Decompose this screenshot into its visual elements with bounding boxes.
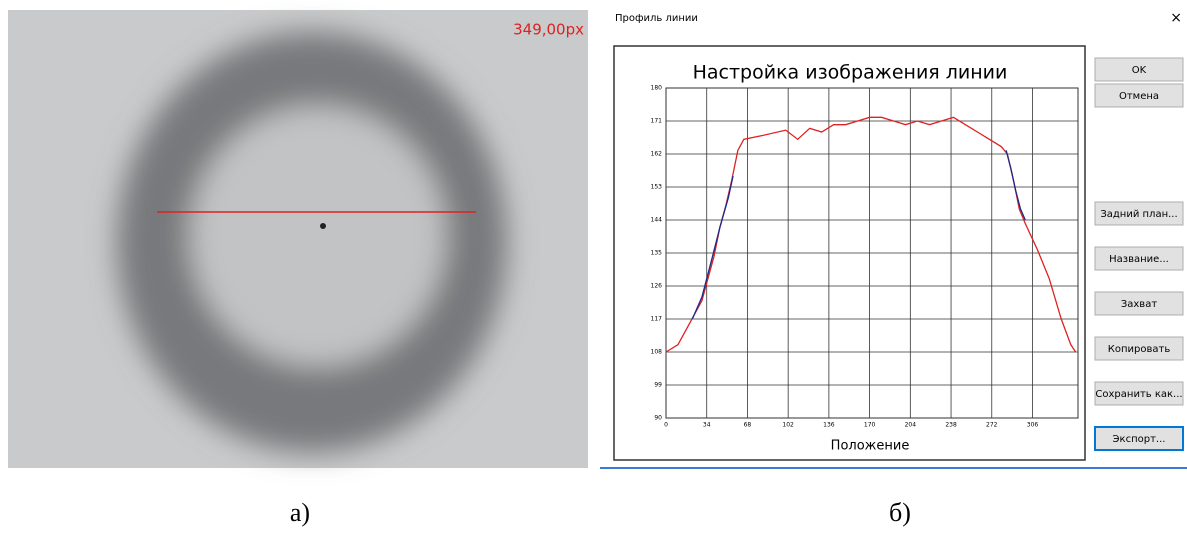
x-tick-label: 102 [782, 422, 794, 429]
button-label[interactable]: Отмена [1119, 91, 1159, 102]
button[interactable]: Название... [1095, 247, 1183, 270]
button[interactable]: Захват [1095, 292, 1183, 315]
y-tick-label: 126 [651, 283, 663, 290]
ring [117, 32, 507, 452]
y-tick-label: 180 [651, 85, 663, 92]
figure: 349,00px а) Профиль линии × Настройка из… [0, 0, 1187, 535]
y-tick-label: 108 [651, 349, 663, 356]
x-tick-label: 306 [1027, 422, 1039, 429]
x-tick-label: 272 [986, 422, 998, 429]
page: {"image_panel": {"measurement": "349,00p… [0, 0, 1187, 539]
button-label[interactable]: OK [1132, 65, 1147, 76]
button[interactable]: Отмена [1095, 84, 1183, 107]
button[interactable]: Сохранить как... [1095, 382, 1183, 405]
button[interactable]: Копировать [1095, 337, 1183, 360]
button-label[interactable]: Копировать [1108, 344, 1171, 355]
caption: б) [889, 498, 911, 527]
x-tick-label: 34 [703, 422, 711, 429]
y-tick-label: 171 [651, 118, 663, 125]
x-tick-label: 0 [664, 422, 668, 429]
x-axis-label: Положение [831, 439, 910, 454]
dialog-title: Профиль линии [615, 13, 698, 24]
plot: 90 99 108 117 126 135 144 153 162 171 180 0 34 68 102 1… [651, 85, 1078, 429]
button[interactable]: Экспорт... [1095, 427, 1183, 450]
button-label[interactable]: Экспорт... [1113, 434, 1166, 445]
button-label[interactable]: Задний план... [1100, 209, 1177, 220]
y-tick-label: 162 [651, 151, 663, 158]
measurement: 349,00px [513, 21, 584, 39]
caption: а) [290, 498, 310, 527]
y-tick-label: 144 [651, 217, 663, 224]
button[interactable]: OK [1095, 58, 1183, 81]
y-tick-label: 117 [651, 316, 663, 323]
image-panel: 349,00px а) [8, 10, 588, 527]
y-tick-label: 135 [651, 250, 663, 257]
y-tick-label: 99 [654, 382, 662, 389]
button-label[interactable]: Сохранить как... [1095, 389, 1182, 400]
x-tick-label: 170 [864, 422, 876, 429]
chart-title: Настройка изображения линии [693, 62, 1008, 84]
x-tick-label: 136 [823, 422, 835, 429]
dot [320, 223, 326, 229]
x-tick-label: 68 [744, 422, 752, 429]
x-tick-label: 238 [945, 422, 957, 429]
button-label[interactable]: Захват [1121, 299, 1157, 310]
x-tick-label: 204 [905, 422, 917, 429]
button-label[interactable]: Название... [1109, 254, 1169, 265]
y-tick-label: 153 [651, 184, 663, 191]
close-button[interactable]: × [1170, 10, 1182, 26]
button[interactable]: Задний план... [1095, 202, 1183, 225]
y-tick-label: 90 [654, 415, 662, 422]
